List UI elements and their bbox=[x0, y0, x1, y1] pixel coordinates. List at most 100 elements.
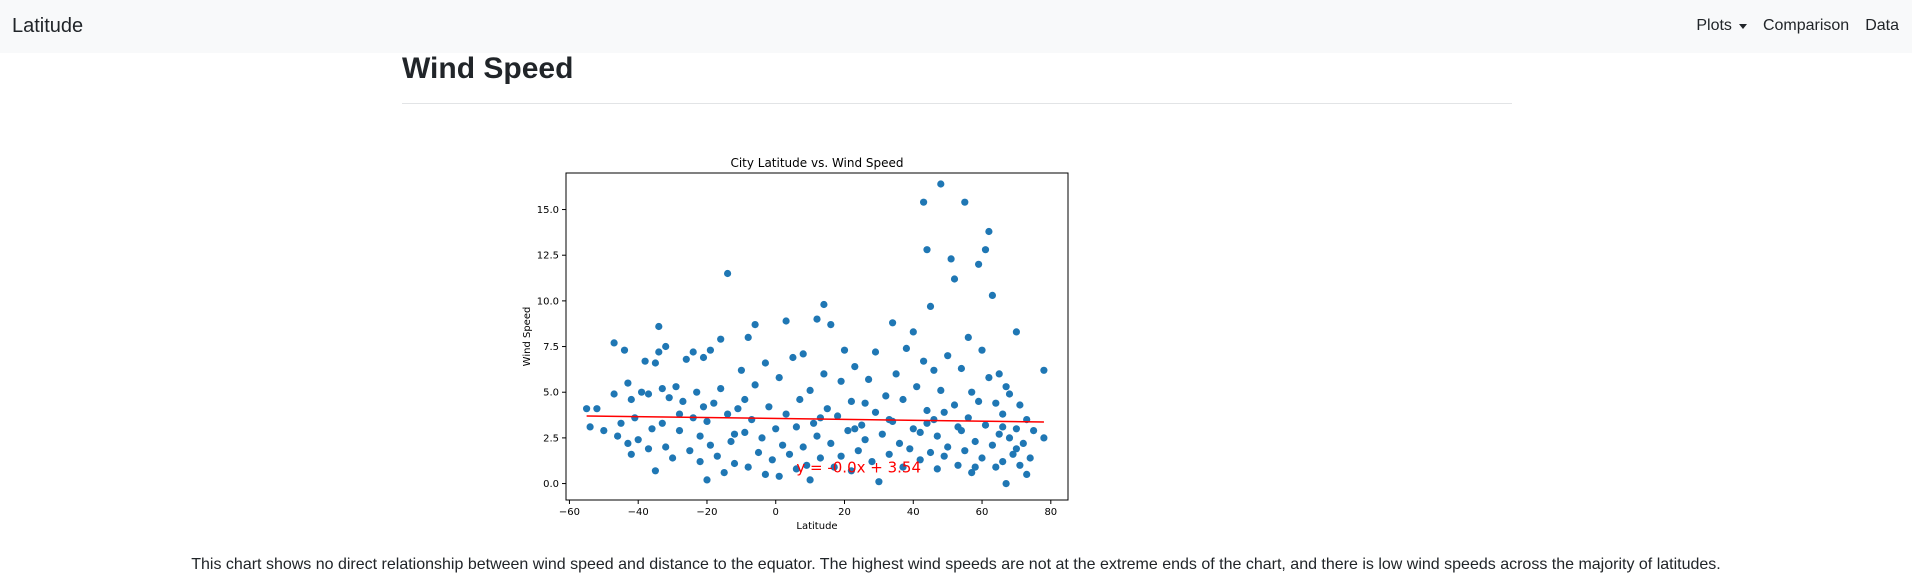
nav-plots-dropdown[interactable]: Plots bbox=[1696, 17, 1747, 35]
points-layer bbox=[583, 180, 1048, 488]
data-point bbox=[675, 410, 684, 418]
data-point bbox=[782, 317, 790, 325]
data-point bbox=[614, 432, 622, 440]
data-point bbox=[724, 410, 732, 418]
data-point bbox=[748, 416, 756, 424]
data-point bbox=[937, 180, 945, 188]
data-point bbox=[1002, 480, 1010, 488]
data-point bbox=[899, 395, 907, 404]
data-point bbox=[1019, 439, 1027, 447]
y-tick-label: 0.0 bbox=[543, 479, 559, 490]
data-point bbox=[803, 461, 811, 469]
data-point bbox=[744, 463, 752, 471]
data-point bbox=[944, 352, 952, 360]
data-point bbox=[699, 403, 708, 411]
data-point bbox=[734, 405, 742, 413]
data-point bbox=[1012, 328, 1020, 336]
data-point bbox=[837, 452, 845, 460]
data-point bbox=[789, 353, 797, 362]
data-point bbox=[651, 467, 659, 475]
data-point bbox=[906, 445, 914, 453]
data-point bbox=[985, 227, 993, 236]
title-divider bbox=[402, 103, 1512, 104]
regression-line bbox=[586, 415, 1044, 423]
data-point bbox=[617, 419, 625, 427]
data-point bbox=[909, 328, 917, 336]
data-point bbox=[662, 443, 670, 451]
data-point bbox=[827, 321, 835, 329]
data-point bbox=[717, 385, 725, 393]
data-point bbox=[799, 443, 807, 451]
data-point bbox=[937, 386, 945, 394]
data-point bbox=[600, 427, 608, 435]
data-point bbox=[878, 430, 886, 438]
data-point bbox=[689, 348, 697, 356]
data-point bbox=[1012, 425, 1020, 433]
y-axis-label: Wind Speed bbox=[522, 307, 533, 367]
data-point bbox=[1005, 390, 1014, 398]
data-point bbox=[782, 410, 790, 418]
data-point bbox=[975, 397, 983, 405]
data-point bbox=[658, 385, 666, 393]
data-point bbox=[999, 458, 1007, 466]
data-point bbox=[840, 346, 849, 354]
data-point bbox=[1040, 434, 1048, 442]
data-point bbox=[1012, 445, 1020, 453]
data-point bbox=[665, 394, 673, 402]
data-point bbox=[730, 459, 739, 468]
data-point bbox=[968, 469, 976, 477]
data-point bbox=[847, 467, 855, 475]
data-point bbox=[758, 434, 766, 442]
navbar-brand[interactable]: Latitude bbox=[12, 15, 84, 37]
nav-comparison-link[interactable]: Comparison bbox=[1762, 17, 1850, 34]
data-point bbox=[892, 370, 900, 378]
data-point bbox=[961, 447, 969, 455]
data-point bbox=[792, 423, 800, 431]
data-point bbox=[978, 454, 986, 462]
x-tick-label: −20 bbox=[696, 507, 717, 518]
data-point bbox=[651, 359, 659, 367]
data-point bbox=[882, 392, 890, 400]
data-point bbox=[624, 439, 632, 447]
data-point bbox=[981, 246, 990, 254]
data-point bbox=[761, 359, 769, 367]
data-point bbox=[971, 463, 979, 471]
nav-data-link[interactable]: Data bbox=[1865, 17, 1899, 34]
scatter-chart: −60 −40 −20 0 20 40 60 80 0.0 2.5 5.0 7.5 10.0 12.5 15… bbox=[522, 156, 1069, 532]
data-point bbox=[741, 395, 749, 404]
data-point bbox=[985, 374, 993, 382]
data-point bbox=[916, 428, 924, 436]
data-point bbox=[861, 436, 869, 444]
data-point bbox=[992, 463, 1000, 471]
nav-items: Plots Comparison Data bbox=[1680, 17, 1899, 35]
data-point bbox=[655, 348, 663, 356]
data-point bbox=[854, 447, 862, 455]
data-point bbox=[813, 315, 821, 323]
data-point bbox=[923, 419, 931, 427]
data-point bbox=[964, 333, 972, 341]
data-point bbox=[964, 414, 972, 422]
data-point bbox=[751, 321, 759, 329]
data-point bbox=[644, 445, 653, 453]
data-point bbox=[995, 430, 1003, 438]
data-point bbox=[703, 417, 711, 425]
x-axis-label: Latitude bbox=[796, 521, 837, 532]
data-point bbox=[806, 476, 814, 484]
data-point bbox=[796, 395, 804, 404]
data-point bbox=[868, 458, 876, 466]
data-point bbox=[865, 375, 873, 383]
data-point bbox=[720, 469, 728, 477]
data-point bbox=[933, 465, 941, 473]
data-point bbox=[648, 425, 656, 433]
data-point bbox=[775, 472, 783, 480]
data-point bbox=[930, 416, 938, 424]
data-point bbox=[1026, 454, 1034, 462]
data-point bbox=[895, 439, 904, 447]
data-point bbox=[834, 412, 842, 420]
data-point bbox=[995, 370, 1003, 378]
data-point bbox=[820, 300, 828, 309]
data-point bbox=[851, 363, 859, 371]
data-point bbox=[899, 463, 907, 471]
data-point bbox=[858, 421, 866, 429]
data-point bbox=[940, 408, 948, 416]
